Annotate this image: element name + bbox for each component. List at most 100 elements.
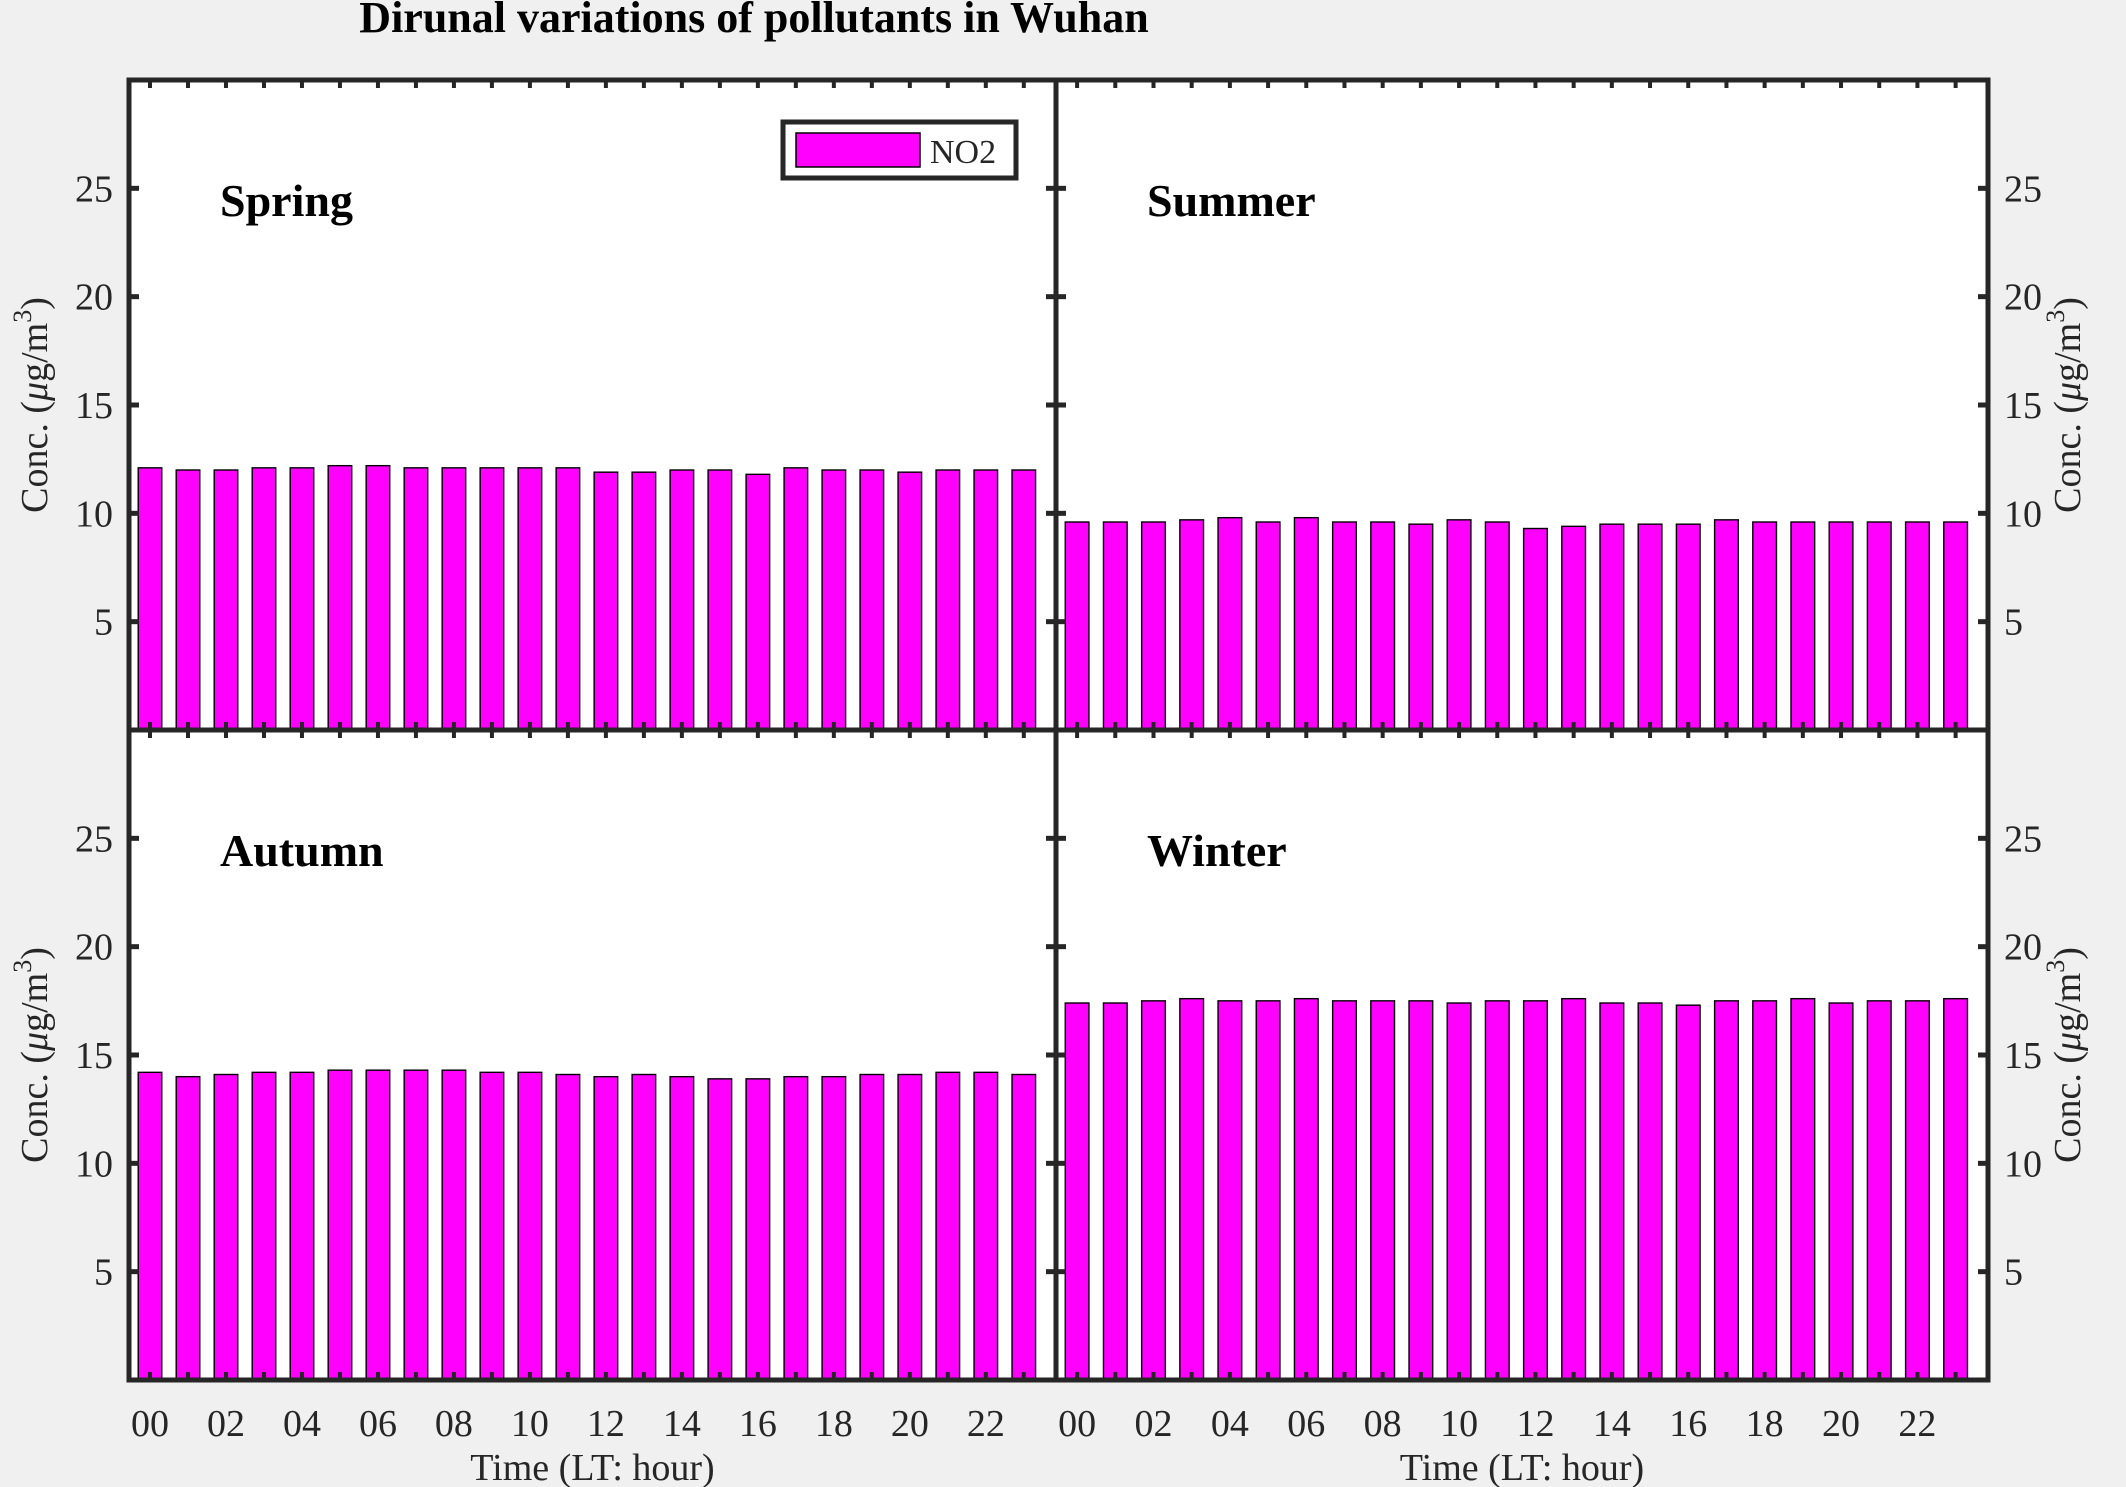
bar bbox=[1102, 521, 1128, 731]
bar bbox=[1522, 527, 1549, 731]
bar bbox=[555, 467, 581, 731]
bar bbox=[631, 1073, 657, 1381]
y-tick-label: 15 bbox=[2004, 1035, 2042, 1077]
bar bbox=[973, 469, 999, 731]
y-tick-label: 15 bbox=[75, 1035, 113, 1077]
x-tick-label: 12 bbox=[587, 1403, 625, 1445]
y-tick-label: 10 bbox=[75, 493, 113, 535]
bar bbox=[403, 1069, 429, 1381]
y-tick-label: 10 bbox=[75, 1143, 113, 1185]
y-tick-label: 5 bbox=[2004, 602, 2023, 644]
bar bbox=[517, 467, 543, 731]
x-tick-label: 20 bbox=[891, 1403, 929, 1445]
bar bbox=[441, 467, 467, 731]
bar bbox=[1446, 1002, 1472, 1381]
y-tick-label: 10 bbox=[2004, 493, 2042, 535]
y-tick-label: 20 bbox=[2004, 277, 2042, 319]
x-tick-label: 06 bbox=[359, 1403, 397, 1445]
bar bbox=[441, 1069, 467, 1381]
panels-group: 5 10 15 20 25 Conc. (μg/m3) Spring 5 10 15 20 25 Con… bbox=[8, 77, 2089, 1487]
x-axis-label: Time (LT: hour) bbox=[1400, 1447, 1644, 1487]
bar bbox=[517, 1071, 543, 1381]
bar bbox=[1331, 521, 1358, 731]
season-label: Autumn bbox=[220, 825, 384, 876]
bar bbox=[213, 1073, 239, 1381]
bar bbox=[479, 1071, 505, 1381]
x-tick-label: 10 bbox=[1440, 1403, 1478, 1445]
legend-swatch bbox=[795, 132, 921, 168]
bar bbox=[175, 469, 201, 731]
bar bbox=[859, 469, 885, 731]
bar bbox=[251, 467, 277, 731]
x-tick-label: 20 bbox=[1822, 1403, 1860, 1445]
bar bbox=[1599, 523, 1625, 731]
x-tick-label: 04 bbox=[1211, 1403, 1249, 1445]
bar bbox=[1484, 521, 1510, 731]
bar bbox=[1370, 1000, 1396, 1381]
bar bbox=[1217, 1000, 1243, 1381]
bar bbox=[1255, 1000, 1281, 1381]
bar bbox=[1828, 521, 1854, 731]
x-axis-label: Time (LT: hour) bbox=[470, 1447, 714, 1487]
bar bbox=[1713, 1000, 1739, 1381]
bar bbox=[1408, 1000, 1434, 1381]
x-tick-label: 16 bbox=[1669, 1403, 1707, 1445]
panel-spring: 5 10 15 20 25 Conc. (μg/m3) Spring bbox=[8, 77, 1059, 733]
bar bbox=[289, 467, 315, 731]
bar bbox=[365, 1069, 391, 1381]
bar bbox=[1943, 521, 1969, 731]
x-tick-label: 22 bbox=[967, 1403, 1005, 1445]
bar bbox=[745, 473, 771, 731]
bar bbox=[1904, 521, 1930, 731]
y-tick-label: 15 bbox=[75, 385, 113, 427]
bar bbox=[1904, 1000, 1930, 1381]
x-tick-label: 06 bbox=[1287, 1403, 1325, 1445]
bar bbox=[1866, 521, 1892, 731]
x-tick-label: 18 bbox=[1746, 1403, 1784, 1445]
y-axis-label: Conc. (μg/m3) bbox=[2041, 297, 2089, 513]
bar bbox=[1866, 1000, 1892, 1381]
bar bbox=[935, 469, 961, 731]
bar bbox=[783, 1075, 809, 1381]
x-tick-label: 02 bbox=[207, 1403, 245, 1445]
bar bbox=[1064, 521, 1090, 731]
bar bbox=[1370, 521, 1396, 731]
bar bbox=[1217, 516, 1243, 731]
bar bbox=[669, 469, 695, 731]
y-axis-label: Conc. (μg/m3) bbox=[2041, 947, 2089, 1163]
x-tick-label: 10 bbox=[511, 1403, 549, 1445]
bar bbox=[707, 469, 733, 731]
bar bbox=[669, 1075, 695, 1381]
bar bbox=[1828, 1002, 1854, 1381]
x-tick-label: 12 bbox=[1516, 1403, 1554, 1445]
bar bbox=[1140, 1000, 1167, 1381]
bar bbox=[821, 469, 847, 731]
bar bbox=[821, 1075, 847, 1381]
x-tick-label: 02 bbox=[1134, 1403, 1172, 1445]
bar bbox=[1790, 997, 1816, 1381]
bar bbox=[897, 471, 923, 731]
bar bbox=[935, 1071, 961, 1381]
bar bbox=[1484, 1000, 1510, 1381]
bar bbox=[289, 1071, 315, 1381]
y-tick-label: 25 bbox=[75, 818, 113, 860]
x-tick-label: 16 bbox=[739, 1403, 777, 1445]
bar bbox=[365, 464, 391, 731]
bar bbox=[593, 471, 619, 731]
x-tick-label: 14 bbox=[1593, 1403, 1631, 1445]
panel-autumn: 5 10 15 20 25 00 02 04 06 08 10 12 14 16 18 20 22 Time (L… bbox=[8, 727, 1059, 1487]
bar bbox=[403, 467, 429, 731]
x-tick-label: 14 bbox=[663, 1403, 701, 1445]
bar bbox=[897, 1073, 923, 1381]
panel-summer: 5 10 15 20 25 Conc. (μg/m3) Summer bbox=[1053, 77, 2089, 733]
bar bbox=[1675, 1004, 1701, 1381]
bar bbox=[1011, 1073, 1037, 1381]
bar bbox=[1675, 523, 1701, 731]
y-tick-label: 25 bbox=[75, 168, 113, 210]
bar bbox=[1179, 997, 1205, 1381]
x-tick-label: 18 bbox=[815, 1403, 853, 1445]
bar bbox=[479, 467, 505, 731]
x-tick-label: 04 bbox=[283, 1403, 321, 1445]
bar bbox=[1102, 1002, 1128, 1381]
bar bbox=[1331, 1000, 1358, 1381]
